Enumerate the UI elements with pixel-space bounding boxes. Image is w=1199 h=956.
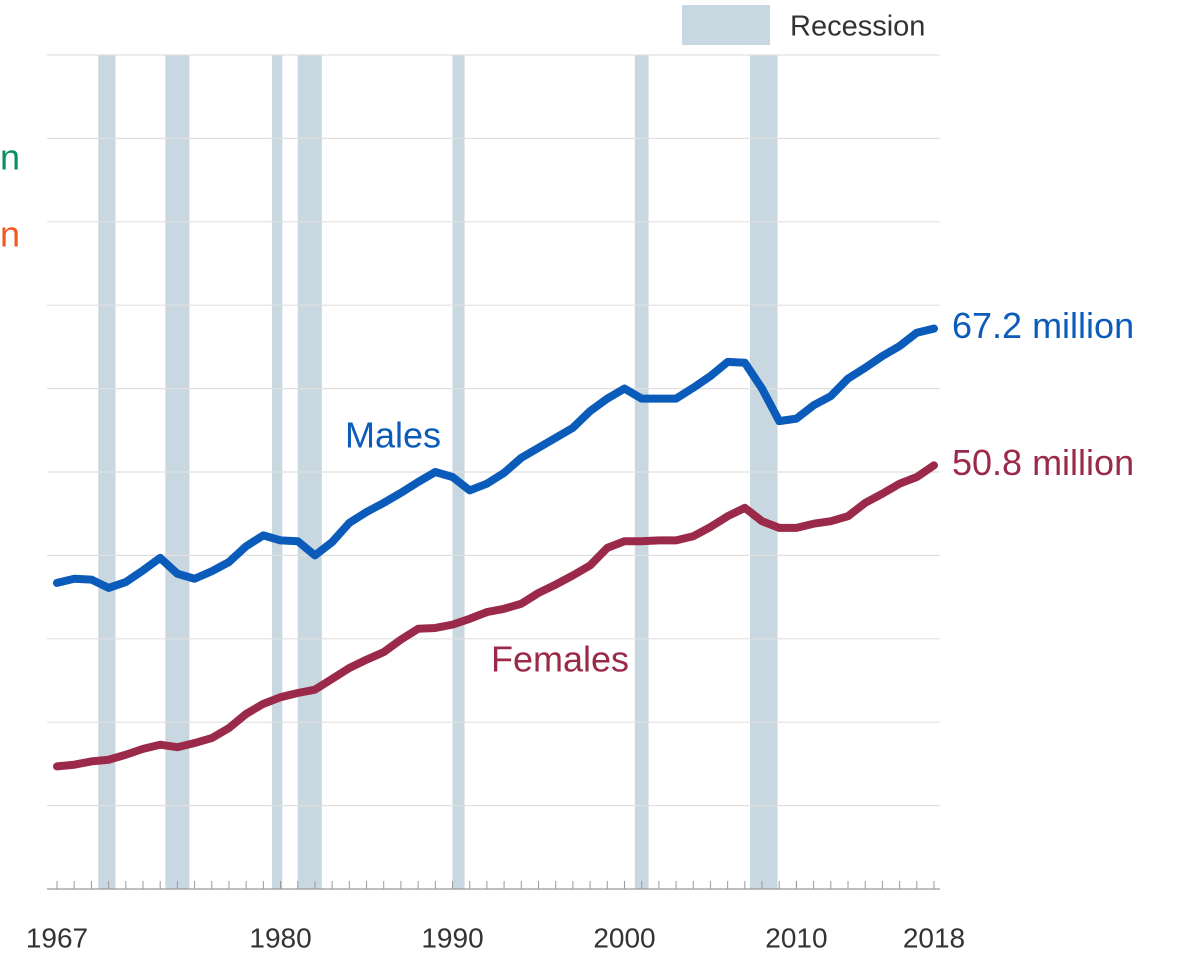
x-tick-label: 2010: [765, 922, 827, 953]
recession-legend-swatch: [682, 5, 770, 45]
x-tick-label: 2000: [593, 922, 655, 953]
series-label: Females: [491, 639, 629, 680]
end-value-label: 67.2 million: [952, 305, 1134, 346]
x-tick-label: 1967: [26, 922, 88, 953]
annotation: n: [0, 137, 20, 178]
series-line: [53, 324, 938, 592]
x-tick-label: 2018: [903, 922, 965, 953]
end-value-label: 50.8 million: [952, 442, 1134, 483]
series-label: Males: [345, 415, 441, 456]
annotation: n: [0, 214, 20, 255]
recession-legend-label: Recession: [790, 11, 925, 43]
x-tick-label: 1990: [421, 922, 483, 953]
x-tick-label: 1980: [249, 922, 311, 953]
series-line: [53, 461, 938, 771]
